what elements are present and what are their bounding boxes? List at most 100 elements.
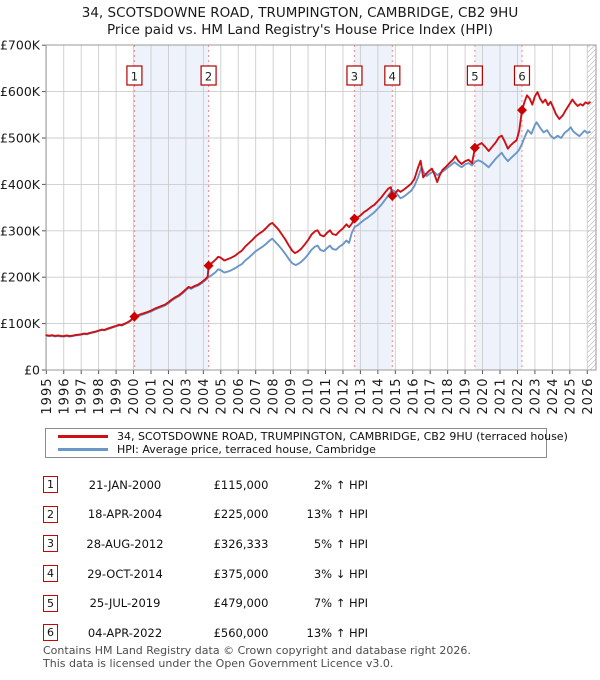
sale-number-box <box>513 65 531 86</box>
svg-text:2005: 2005 <box>214 378 229 415</box>
sale-number-badge: 2 <box>43 505 58 523</box>
svg-text:2016: 2016 <box>406 378 421 415</box>
sale-diamond-marker <box>129 311 140 322</box>
sale-row: 1 21-JAN-2000 £115,000 2% ↑ HPI <box>43 470 373 500</box>
sale-number-badge: 6 <box>43 624 58 642</box>
sale-date: 29-OCT-2014 <box>87 566 163 581</box>
sale-hpi-diff: 2% ↑ HPI <box>313 477 368 492</box>
sale-hpi-diff: 7% ↑ HPI <box>313 596 368 611</box>
sale-number-labels: 1 2 3 4 5 6 <box>126 65 531 86</box>
sale-number-text: 5 <box>471 70 478 84</box>
sale-price: £560,000 <box>213 625 269 640</box>
legend-row-hpi: HPI: Average price, terraced house, Camb… <box>46 443 546 456</box>
license-line-1: Contains HM Land Registry data © Crown c… <box>43 644 471 657</box>
sale-number-text: 6 <box>518 70 525 84</box>
sale-price: £326,333 <box>213 536 269 551</box>
svg-text:2026: 2026 <box>581 378 596 415</box>
property-line-swatch <box>58 434 108 438</box>
sale-diamond-marker <box>387 191 398 201</box>
sale-number-text: 1 <box>131 70 138 84</box>
sale-hpi-diff: 13% ↑ HPI <box>306 507 368 522</box>
axis-labels: £0 £100K £200K £300K £400K £500K £600K £700K 199… <box>0 38 596 415</box>
sale-date: 04-APR-2022 <box>87 625 163 640</box>
ownership-period-bands <box>134 45 522 370</box>
gridlines <box>45 45 596 370</box>
sale-date: 28-AUG-2012 <box>86 536 164 551</box>
svg-text:2014: 2014 <box>371 378 386 415</box>
sale-number-box <box>466 65 483 86</box>
sale-diamond-marker <box>516 105 527 116</box>
sale-date: 18-APR-2004 <box>87 507 163 522</box>
sale-price: £479,000 <box>213 596 269 611</box>
svg-text:2007: 2007 <box>249 378 264 415</box>
svg-text:2011: 2011 <box>319 378 334 415</box>
sale-row: 4 29-OCT-2014 £375,000 3% ↓ HPI <box>43 559 373 589</box>
axis-ticks <box>42 44 588 374</box>
sale-diamond-marker <box>469 142 480 153</box>
sale-number-box <box>126 65 143 86</box>
svg-text:2000: 2000 <box>127 378 142 415</box>
svg-text:2023: 2023 <box>528 378 543 415</box>
sale-number-text: 3 <box>351 70 358 84</box>
sale-row: 3 28-AUG-2012 £326,333 5% ↑ HPI <box>43 529 373 559</box>
sale-row: 2 18-APR-2004 £225,000 13% ↑ HPI <box>43 500 373 530</box>
svg-text:2019: 2019 <box>459 378 474 415</box>
sale-price: £225,000 <box>213 507 269 522</box>
svg-text:2021: 2021 <box>494 378 509 415</box>
sale-number-badge: 3 <box>43 535 58 553</box>
sale-number-badge: 5 <box>43 594 58 612</box>
sale-row: 6 04-APR-2022 £560,000 13% ↑ HPI <box>43 618 373 648</box>
svg-text:2006: 2006 <box>232 378 247 415</box>
svg-text:2012: 2012 <box>336 378 351 415</box>
svg-text:2010: 2010 <box>302 378 317 415</box>
svg-text:£500K: £500K <box>0 131 41 146</box>
page-subtitle: Price paid vs. HM Land Registry's House … <box>107 22 493 38</box>
svg-text:2008: 2008 <box>267 378 282 415</box>
svg-text:2015: 2015 <box>389 378 404 415</box>
svg-text:£200K: £200K <box>0 270 41 285</box>
sale-diamond-marker <box>203 260 214 271</box>
svg-text:2001: 2001 <box>145 378 160 415</box>
svg-text:2004: 2004 <box>197 378 212 415</box>
license-line-2: This data is licensed under the Open Gov… <box>43 656 394 670</box>
sale-price: £115,000 <box>213 477 269 492</box>
sale-number-text: 2 <box>205 70 212 84</box>
sale-number-box <box>384 65 401 86</box>
page-title: 34, SCOTSDOWNE ROAD, TRUMPINGTON, CAMBRI… <box>81 5 519 21</box>
sale-number-badge: 1 <box>43 476 58 494</box>
svg-text:£0: £0 <box>24 363 40 378</box>
svg-text:1999: 1999 <box>110 378 125 415</box>
legend: 34, SCOTSDOWNE ROAD, TRUMPINGTON, CAMBRI… <box>45 428 568 458</box>
sale-number-badge: 4 <box>43 565 58 583</box>
sale-number-box <box>200 65 217 86</box>
svg-text:2013: 2013 <box>354 378 369 415</box>
sale-price: £375,000 <box>213 566 269 581</box>
hpi-line-swatch <box>58 448 108 452</box>
svg-text:2009: 2009 <box>284 378 299 415</box>
sale-number-text: 4 <box>389 70 396 84</box>
license-note: Contains HM Land Registry data © Crown c… <box>43 644 471 670</box>
svg-text:£600K: £600K <box>0 84 41 99</box>
svg-text:1998: 1998 <box>92 378 107 415</box>
svg-text:2017: 2017 <box>424 378 439 415</box>
legend-label-property: 34, SCOTSDOWNE ROAD, TRUMPINGTON, CAMBRI… <box>117 429 568 443</box>
legend-label-hpi: HPI: Average price, terraced house, Camb… <box>117 443 376 457</box>
svg-text:£300K: £300K <box>0 223 41 238</box>
svg-text:2002: 2002 <box>162 378 177 415</box>
svg-text:2022: 2022 <box>511 378 526 415</box>
svg-text:1996: 1996 <box>57 378 72 415</box>
sale-diamond-marker <box>349 213 360 224</box>
sales-table: 1 21-JAN-2000 £115,000 2% ↑ HPI 2 18-APR… <box>43 470 373 648</box>
sale-number-box <box>346 65 363 86</box>
svg-text:£700K: £700K <box>0 38 41 53</box>
svg-text:£100K: £100K <box>0 316 41 331</box>
sale-hpi-diff: 13% ↑ HPI <box>306 625 368 640</box>
svg-text:1997: 1997 <box>75 378 90 415</box>
svg-text:2003: 2003 <box>179 378 194 415</box>
sale-markers <box>129 105 527 322</box>
svg-text:2024: 2024 <box>546 378 561 415</box>
svg-text:2018: 2018 <box>441 378 456 415</box>
svg-text:2025: 2025 <box>563 378 578 415</box>
legend-row-property: 34, SCOTSDOWNE ROAD, TRUMPINGTON, CAMBRI… <box>46 430 568 443</box>
